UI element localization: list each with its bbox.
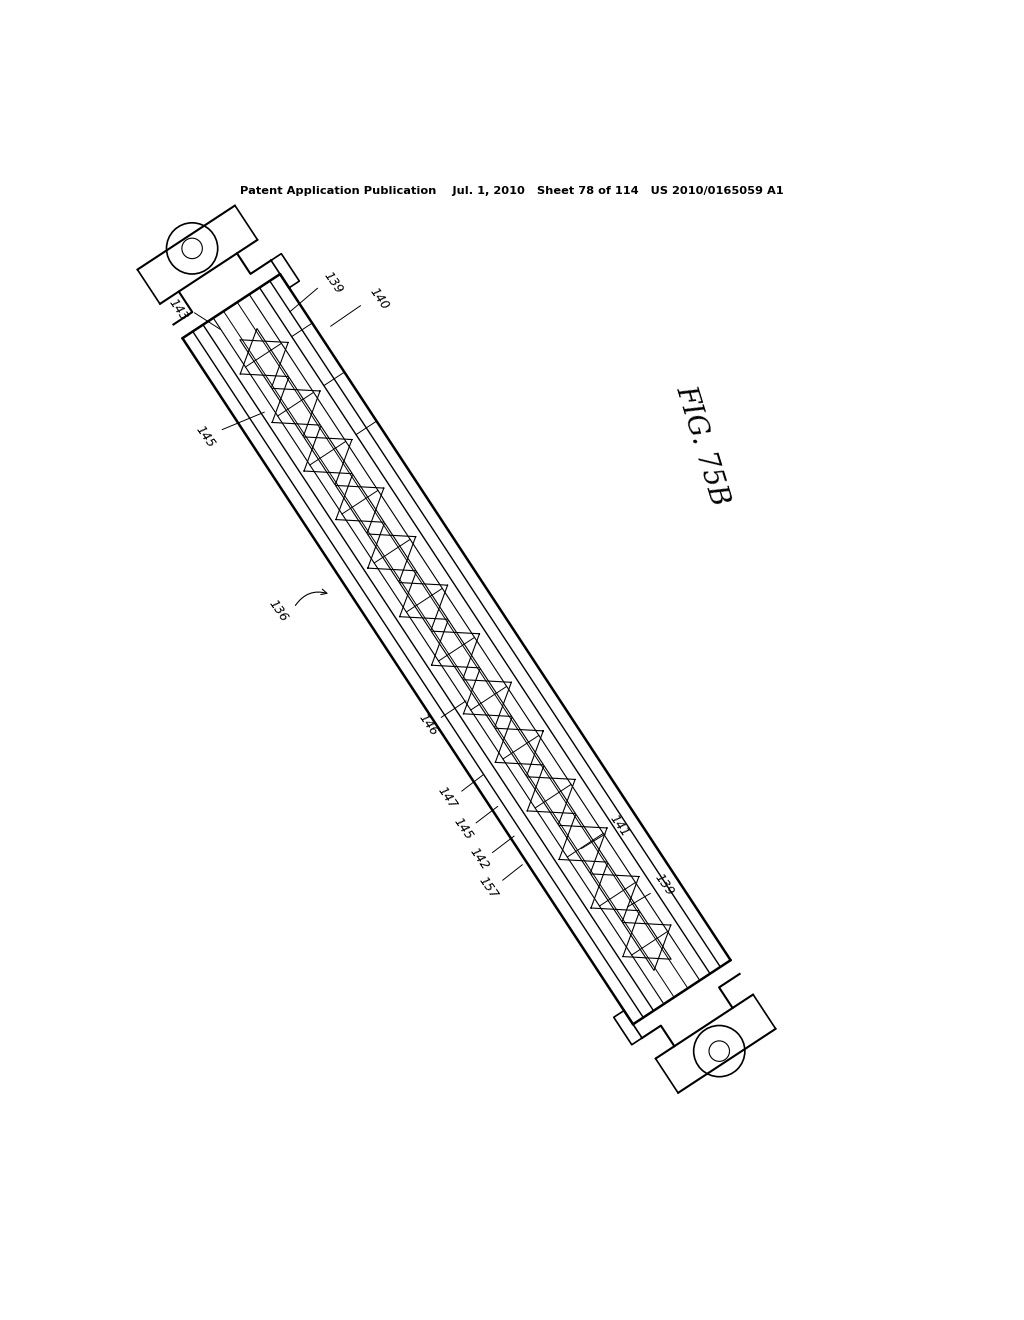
Text: Patent Application Publication    Jul. 1, 2010   Sheet 78 of 114   US 2010/01650: Patent Application Publication Jul. 1, 2… [241,186,783,195]
Text: 139: 139 [321,269,345,297]
Text: 140: 140 [367,285,391,312]
Text: 145: 145 [193,424,217,450]
Text: 139: 139 [652,871,677,899]
Text: 147: 147 [435,784,460,812]
Text: 145: 145 [451,816,475,842]
Text: 136: 136 [266,597,291,624]
Text: FIG. 75B: FIG. 75B [671,381,732,508]
Text: 157: 157 [476,874,501,900]
Text: 141: 141 [607,812,632,840]
Text: 146: 146 [416,711,440,738]
Text: 143: 143 [166,296,190,323]
Text: 142: 142 [467,845,492,873]
